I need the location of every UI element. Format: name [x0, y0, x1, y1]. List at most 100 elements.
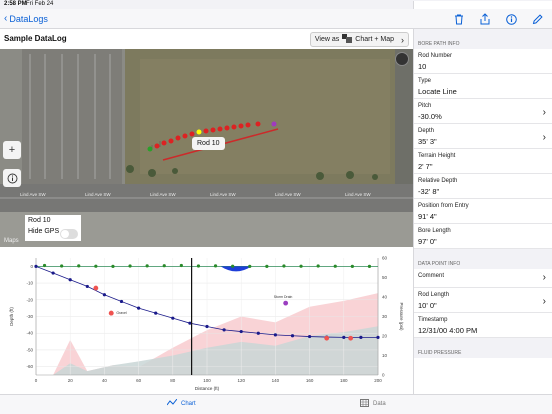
chevron-right-icon: ›: [542, 107, 546, 118]
field-terrain-height: Terrain Height 2' 7": [414, 149, 552, 174]
street-label: Lind Ave SW: [210, 192, 236, 197]
reading-point: [93, 285, 99, 291]
overlay-rod-label: Rod 10: [28, 217, 51, 224]
view-as-button[interactable]: View as Chart + Map ›: [309, 32, 409, 47]
y-tick-label: 0: [30, 264, 33, 269]
chart-icon: [166, 398, 178, 408]
bore-depth-point: [205, 324, 209, 329]
compass-icon[interactable]: [395, 52, 409, 66]
terrain-point: [316, 264, 320, 268]
chevron-right-icon: ›: [542, 132, 546, 143]
left-panel: Sample DataLog View as Chart + Map ›: [0, 29, 413, 394]
bore-path-markers: [147, 121, 277, 152]
street-label: Lind Ave SW: [345, 192, 371, 197]
y-tick-label: -40: [26, 331, 33, 336]
bore-depth-point: [239, 329, 243, 334]
navigation-bar: ‹ DataLogs: [0, 9, 552, 29]
field-type: Type Locate Line: [414, 74, 552, 99]
bore-depth-point: [188, 321, 192, 325]
field-rod-length[interactable]: Rod Length 10' 0" ›: [414, 288, 552, 313]
back-button[interactable]: ‹ DataLogs: [4, 13, 48, 24]
field-pitch[interactable]: Pitch -30.0% ›: [414, 99, 552, 124]
bore-depth-point: [273, 333, 277, 337]
terrain-point: [367, 264, 372, 268]
y2-tick-label: 60: [382, 256, 388, 261]
maps-attribution: Maps: [4, 238, 19, 244]
x-tick-label: 0: [35, 378, 38, 383]
pipe-obstacle: [220, 266, 252, 272]
x-tick-label: 100: [203, 378, 211, 383]
chevron-right-icon: ›: [401, 34, 404, 45]
view-mode-label: Chart + Map: [355, 36, 394, 43]
gps-overlay: Rod 10 Hide GPS: [25, 215, 81, 241]
satellite-map[interactable]: Lind Ave SW Lind Ave SW Lind Ave SW Lind…: [0, 49, 413, 247]
terrain-point: [60, 264, 64, 268]
bore-depth-point: [290, 334, 295, 338]
section-header-bore-path: BORE PATH INFO: [414, 29, 552, 49]
section-header-fluid-pressure: FLUID PRESSURE: [414, 338, 552, 358]
field-depth[interactable]: Depth 35' 3" ›: [414, 124, 552, 149]
bore-depth-point: [68, 278, 72, 282]
terrain-point: [145, 264, 149, 268]
info-icon: [7, 173, 17, 183]
map-info-button[interactable]: [3, 169, 21, 187]
field-comment[interactable]: Comment ›: [414, 269, 552, 288]
bore-depth-point: [359, 335, 363, 339]
zoom-in-button[interactable]: +: [3, 141, 21, 159]
terrain-point: [77, 264, 81, 268]
x-tick-label: 160: [306, 378, 314, 383]
y-tick-label: -20: [26, 297, 33, 302]
share-icon[interactable]: [478, 12, 492, 26]
terrain-point: [179, 263, 183, 268]
terrain-point: [94, 264, 98, 268]
terrain-point: [265, 264, 269, 268]
gravel-label: Gravel: [116, 311, 127, 315]
terrain-point: [333, 264, 337, 268]
tab-data[interactable]: Data: [360, 399, 386, 409]
view-as-label: View as: [314, 36, 340, 43]
terrain-point: [299, 264, 303, 268]
y-tick-label: -30: [26, 314, 33, 319]
tab-bar: Chart Data: [0, 394, 552, 414]
bore-depth-point: [51, 271, 55, 275]
trash-icon[interactable]: [452, 12, 466, 26]
x-tick-label: 80: [170, 378, 176, 383]
bore-depth-point: [308, 334, 312, 339]
x-tick-label: 180: [340, 378, 348, 383]
chevron-left-icon: ‹: [4, 13, 8, 24]
street-label: Lind Ave SW: [275, 192, 301, 197]
storm-drain-point: [283, 300, 289, 306]
toolbar-actions: [452, 12, 544, 26]
bore-depth-point: [34, 264, 38, 268]
pencil-icon[interactable]: [530, 12, 544, 26]
terrain-point: [128, 264, 132, 268]
bore-depth-point: [376, 335, 380, 339]
y2-axis-label: Pressure (psi): [399, 302, 404, 331]
bore-depth-point: [222, 328, 226, 332]
y-axis-label: Depth (ft): [9, 307, 14, 326]
rod-popup[interactable]: Rod 10: [192, 137, 225, 150]
terrain-point: [282, 264, 286, 268]
x-tick-label: 40: [102, 378, 108, 383]
field-timestamp: Timestamp 12/31/00 4:00 PM: [414, 313, 552, 338]
storm-drain-label: Storm Drain: [274, 295, 293, 299]
x-tick-label: 200: [374, 378, 382, 383]
reading-point: [348, 335, 354, 341]
bore-depth-point: [154, 311, 158, 315]
table-icon: [360, 399, 369, 409]
y2-tick-label: 50: [382, 275, 388, 280]
x-tick-label: 20: [68, 378, 74, 383]
info-icon[interactable]: [504, 12, 518, 26]
field-position-from-entry: Position from Entry 91' 4": [414, 199, 552, 224]
log-header: Sample DataLog View as Chart + Map ›: [0, 29, 413, 49]
terrain-point: [111, 264, 115, 268]
bore-profile-chart[interactable]: 0 20 40 60 80 100 120 140 160 180 200 0 -10 -20 -30 -40…: [0, 250, 413, 394]
tab-chart[interactable]: Chart: [166, 398, 196, 408]
street-label: Lind Ave SW: [150, 192, 176, 197]
y-tick-label: -50: [26, 347, 33, 352]
terrain-point: [248, 264, 252, 268]
hide-gps-toggle[interactable]: [60, 229, 78, 239]
terrain-point: [162, 264, 166, 268]
field-bore-length: Bore Length 97' 0": [414, 224, 552, 249]
x-tick-label: 140: [272, 378, 280, 383]
